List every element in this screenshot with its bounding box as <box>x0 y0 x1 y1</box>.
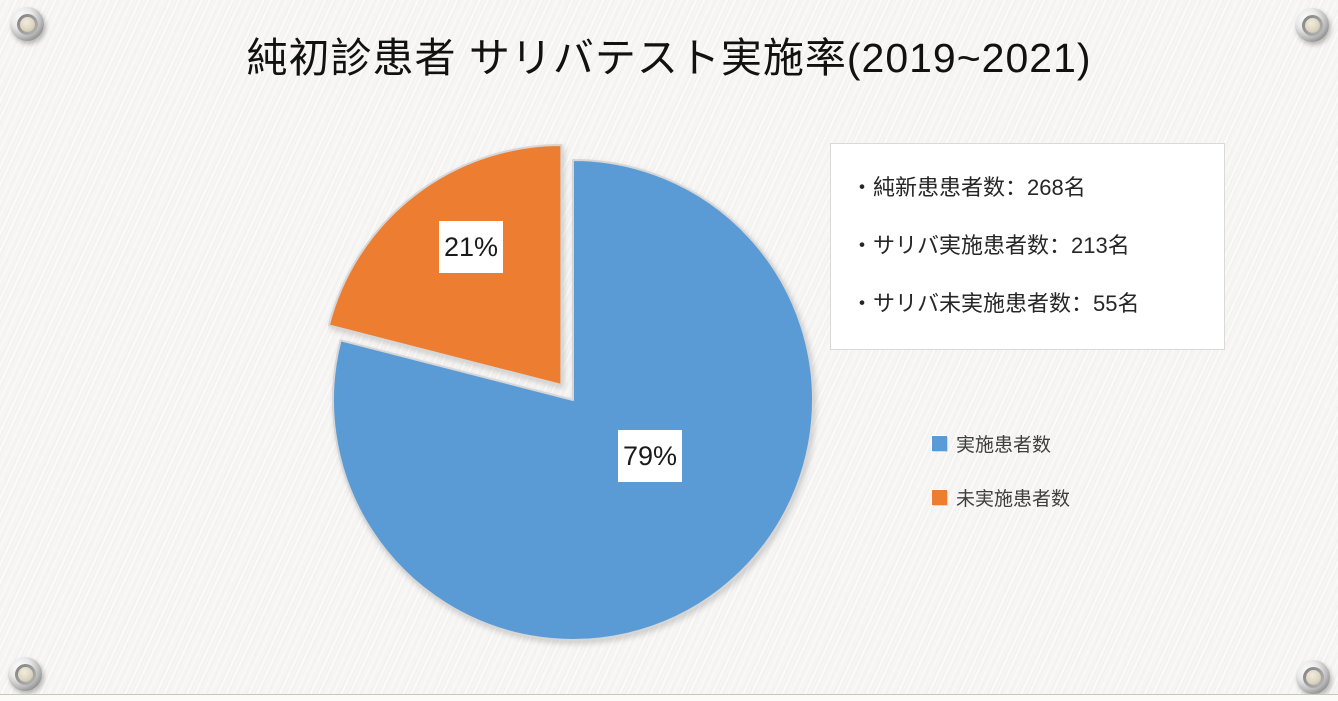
slide-bottom-edge <box>0 694 1338 695</box>
screw-icon-top-left <box>10 7 44 41</box>
legend-swatch-orange-icon <box>932 490 947 505</box>
screw-core <box>17 666 33 682</box>
legend-item-not-implemented: 未実施患者数 <box>932 484 1070 511</box>
screw-ring <box>1302 666 1324 688</box>
screw-icon-bottom-right <box>1296 660 1330 694</box>
legend-item-implemented: 実施患者数 <box>932 430 1070 457</box>
screw-icon-top-right <box>1295 8 1329 42</box>
screw-core <box>1304 17 1320 33</box>
info-line-saliva-tested-patients: ・サリバ実施患者数：213名 <box>851 233 1130 258</box>
screw-icon-bottom-left <box>8 657 42 691</box>
info-line-saliva-untested-patients: ・サリバ未実施患者数：55名 <box>851 291 1140 316</box>
info-line-total-patients: ・純新患患者数：268名 <box>851 175 1086 200</box>
pie-data-label-not-implemented: 21% <box>439 221 503 273</box>
screw-core <box>1305 669 1321 685</box>
legend-label: 実施患者数 <box>956 435 1052 456</box>
slide-bottom-strip <box>0 695 1338 701</box>
screw-ring <box>1301 14 1323 36</box>
legend-label: 未実施患者数 <box>956 489 1071 510</box>
info-box: ・純新患患者数：268名 ・サリバ実施患者数：213名 ・サリバ未実施患者数：5… <box>830 143 1225 350</box>
pie-slice-実施患者数 <box>332 159 814 641</box>
screw-ring <box>14 663 36 685</box>
screw-core <box>19 16 35 32</box>
pie-data-label-implemented: 79% <box>618 430 682 482</box>
screw-ring <box>16 13 38 35</box>
chart-legend: 実施患者数 未実施患者数 <box>932 430 1070 511</box>
legend-swatch-blue-icon <box>932 436 947 451</box>
page-title: 純初診患者 サリバテスト実施率(2019~2021) <box>246 35 1092 81</box>
